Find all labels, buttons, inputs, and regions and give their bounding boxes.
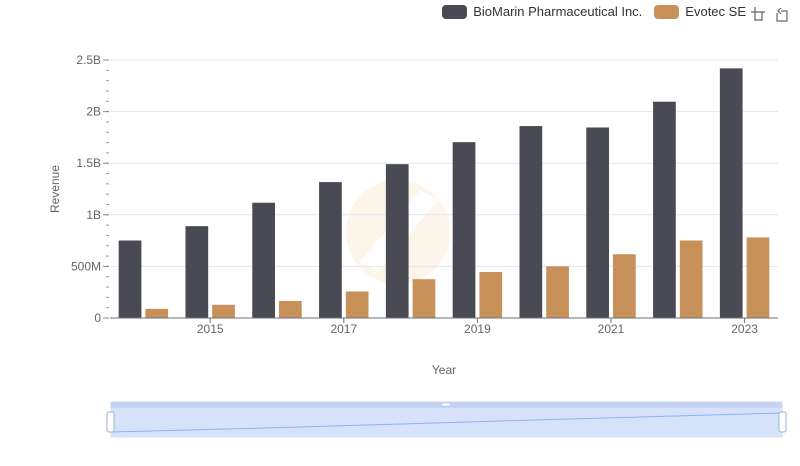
- bar-evotec-2021[interactable]: [613, 254, 636, 318]
- x-tick-label: 2019: [464, 322, 491, 336]
- bar-evotec-2020[interactable]: [546, 266, 569, 318]
- datazoom-handle-right[interactable]: [778, 411, 787, 433]
- y-tick-label: 1B: [86, 208, 101, 222]
- y-axis-label: Revenue: [48, 165, 62, 213]
- bar-biomarin-2019[interactable]: [452, 142, 476, 318]
- datazoom-drag-grip[interactable]: [441, 402, 451, 407]
- legend-item-biomarin[interactable]: BioMarin Pharmaceutical Inc.: [442, 4, 642, 19]
- bar-evotec-2023[interactable]: [746, 237, 770, 318]
- x-tick-label: 2023: [731, 322, 758, 336]
- bar-evotec-2014[interactable]: [145, 308, 169, 318]
- chart-legend: BioMarin Pharmaceutical Inc. Evotec SE: [442, 4, 746, 19]
- x-tick-label: 2021: [598, 322, 625, 336]
- x-tick-label: 2017: [330, 322, 357, 336]
- bar-biomarin-2021[interactable]: [586, 127, 609, 319]
- datazoom-slider[interactable]: [106, 401, 787, 438]
- bar-evotec-2019[interactable]: [479, 271, 503, 318]
- x-axis-label: Year: [432, 363, 456, 377]
- bar-evotec-2022[interactable]: [679, 240, 703, 319]
- bar-evotec-2018[interactable]: [412, 279, 436, 318]
- bar-biomarin-2014[interactable]: [118, 240, 142, 319]
- x-axis-ticks: 2015 2017 2019 2021 2023: [197, 318, 758, 336]
- legend-item-evotec[interactable]: Evotec SE: [654, 4, 746, 19]
- x-tick-label: 2015: [197, 322, 224, 336]
- bar-evotec-2015[interactable]: [212, 304, 235, 318]
- restore-icon[interactable]: [774, 6, 790, 22]
- y-axis-ticks: 0 500M 1B 1.5B 2B 2.5B: [71, 53, 109, 325]
- bar-evotec-2016[interactable]: [279, 300, 302, 318]
- y-tick-label: 2.5B: [76, 53, 101, 67]
- bars: [118, 68, 770, 319]
- y-tick-label: 2B: [86, 105, 101, 119]
- bar-biomarin-2015[interactable]: [185, 226, 209, 318]
- legend-swatch-biomarin: [442, 4, 468, 19]
- bar-biomarin-2017[interactable]: [319, 182, 342, 318]
- datazoom-handle-left[interactable]: [106, 411, 115, 433]
- bar-biomarin-2022[interactable]: [653, 101, 676, 318]
- chart-toolbox: [750, 6, 790, 22]
- legend-label-evotec: Evotec SE: [685, 4, 746, 19]
- bar-biomarin-2016[interactable]: [252, 202, 275, 318]
- bar-biomarin-2020[interactable]: [519, 126, 543, 318]
- y-tick-label: 500M: [71, 259, 101, 273]
- datazoom-preview-line: [110, 412, 783, 433]
- legend-label-biomarin: BioMarin Pharmaceutical Inc.: [473, 4, 643, 19]
- zoom-icon[interactable]: [750, 6, 766, 22]
- legend-swatch-evotec: [654, 4, 680, 19]
- bar-biomarin-2018[interactable]: [385, 164, 409, 318]
- y-tick-label: 1.5B: [76, 156, 101, 170]
- bar-evotec-2017[interactable]: [345, 291, 369, 318]
- bar-biomarin-2023[interactable]: [719, 68, 743, 318]
- y-tick-label: 0: [94, 311, 101, 325]
